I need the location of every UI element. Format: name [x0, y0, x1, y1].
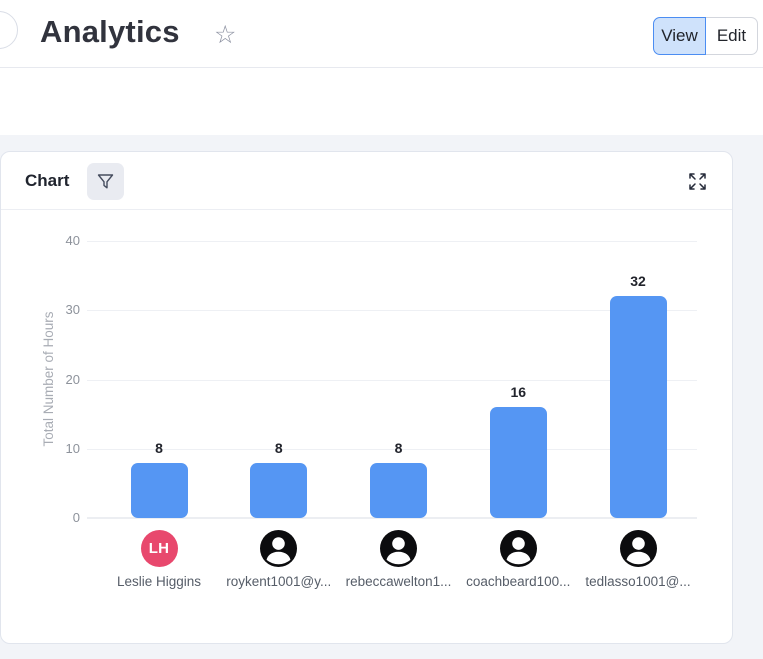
bar-value-label: 16	[510, 384, 527, 401]
gridline	[87, 241, 697, 242]
user-initials-avatar: LH	[140, 530, 178, 567]
filter-button[interactable]	[87, 163, 124, 200]
x-axis-line	[87, 517, 697, 519]
chart-card-header: Chart	[1, 152, 732, 210]
filter-funnel-icon	[97, 173, 114, 190]
y-axis-title: Total Number of Hours	[41, 311, 56, 447]
y-axis-tick-label: 30	[65, 302, 80, 318]
y-axis-tick-label: 40	[65, 233, 80, 248]
gridline	[87, 448, 697, 450]
user-person-avatar-icon	[619, 530, 657, 567]
bar	[489, 407, 547, 518]
avatar-initials-text: LH	[148, 540, 170, 557]
page-header: Analytics ☆ View Edit	[0, 0, 763, 68]
gridline	[87, 379, 697, 381]
expand-button[interactable]	[686, 170, 708, 192]
user-person-avatar-icon	[499, 530, 537, 567]
chart-card-title: Chart	[25, 171, 70, 190]
category-label: Leslie Higgins	[116, 574, 202, 589]
gridline	[87, 310, 697, 312]
bar	[130, 462, 188, 518]
bar-value-label: 8	[394, 439, 403, 456]
user-person-avatar-icon	[260, 530, 298, 567]
bar-value-label: 8	[274, 439, 283, 456]
content-background: Chart 0 10 20 30 40 Tot	[0, 135, 763, 659]
chart-card: Chart 0 10 20 30 40 Tot	[0, 151, 733, 644]
bar-value-label: 32	[630, 273, 646, 290]
y-axis-tick-label: 0	[72, 510, 80, 525]
bar	[370, 462, 427, 518]
y-axis-tick-label: 10	[65, 440, 80, 456]
category-label: roykent1001@y...	[226, 574, 332, 589]
y-axis-tick-label: 20	[65, 371, 80, 387]
page-title: Analytics	[40, 14, 180, 49]
category-label: tedlasso1001@...	[585, 574, 691, 589]
bar	[609, 296, 667, 518]
edit-button[interactable]: Edit	[706, 17, 758, 55]
view-button[interactable]: View	[653, 17, 706, 55]
bar-chart: 0 10 20 30 40 Total Number of Hours 8 LH Leslie …	[1, 152, 734, 645]
category-label: coachbeard100...	[466, 574, 571, 589]
view-edit-toggle: View Edit	[653, 17, 758, 55]
user-person-avatar-icon	[380, 530, 417, 567]
bar	[250, 462, 308, 518]
expand-arrows-icon	[687, 171, 708, 192]
bar-value-label: 8	[155, 439, 163, 456]
category-label: rebeccawelton1...	[345, 574, 452, 589]
favorite-star-icon[interactable]: ☆	[214, 21, 237, 49]
nav-circle-button[interactable]	[0, 11, 18, 49]
